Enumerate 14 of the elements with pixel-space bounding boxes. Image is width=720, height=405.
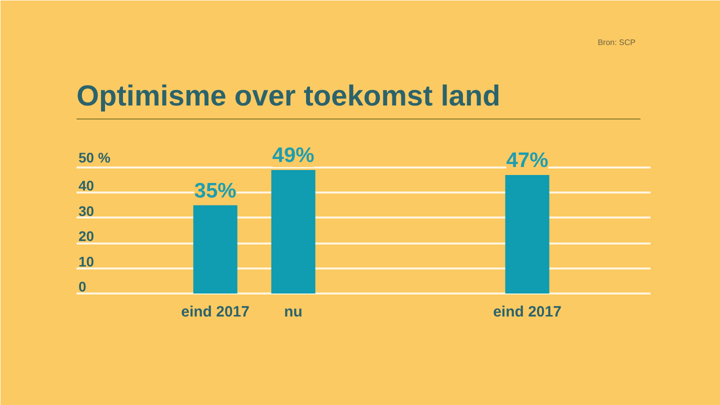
data-label: 49%	[272, 144, 315, 168]
y-tick-label: 0	[78, 278, 86, 294]
y-tick-label: 30	[78, 202, 94, 219]
chart-title: Optimisme over toekomst land	[76, 80, 500, 112]
x-tick-label: eind 2017	[181, 304, 250, 320]
x-tick-label: nu	[284, 304, 302, 320]
y-tick-label: 50 %	[78, 150, 111, 166]
text: Bron: SCP	[598, 38, 636, 47]
y-tick-label: 40	[78, 178, 94, 194]
x-tick-label: eind 2017	[493, 304, 562, 320]
data-label: 47%	[506, 149, 549, 172]
y-tick-label: 10	[78, 253, 94, 270]
data-label: 35%	[194, 179, 237, 202]
y-tick-label: 20	[78, 228, 94, 244]
